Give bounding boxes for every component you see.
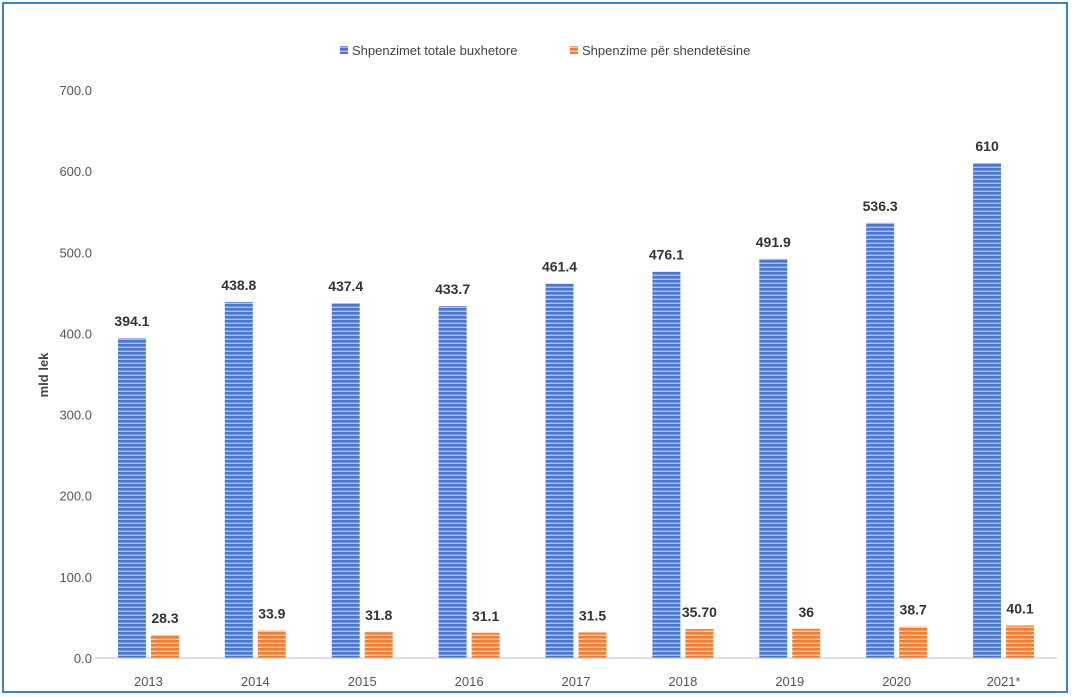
bar-total <box>652 271 681 658</box>
legend-swatch-health <box>570 46 578 54</box>
y-tick-label: 700.0 <box>59 83 92 98</box>
data-label: 31.1 <box>472 608 499 624</box>
y-tick-label: 100.0 <box>59 570 92 585</box>
y-tick-label: 0.0 <box>74 651 92 666</box>
y-axis-label: mld lek <box>36 352 51 398</box>
data-label: 38.7 <box>900 602 927 618</box>
data-label: 491.9 <box>756 234 791 250</box>
x-tick-label: 2017 <box>562 674 591 689</box>
bar-health <box>150 635 179 658</box>
data-labels: 394.1 28.3 438.8 33.9 437.4 31.8 433.7 31.1 461.… <box>114 138 1033 626</box>
x-tick-label: 2016 <box>455 674 484 689</box>
x-tick-label: 2014 <box>241 674 270 689</box>
data-label: 476.1 <box>649 247 684 263</box>
bar-total <box>545 283 574 658</box>
y-tick-label: 600.0 <box>59 164 92 179</box>
bar-health <box>471 632 500 658</box>
data-label: 461.4 <box>542 259 577 275</box>
data-label: 40.1 <box>1006 600 1033 616</box>
data-label: 28.3 <box>151 610 178 626</box>
data-label: 438.8 <box>221 277 256 293</box>
bar-health <box>685 629 714 658</box>
y-tick-label: 200.0 <box>59 489 92 504</box>
bar-total <box>973 163 1002 658</box>
legend-label-total: Shpenzimet totale buxhetore <box>352 43 518 58</box>
y-axis-ticks: 0.0 100.0 200.0 300.0 400.0 500.0 600.0 700.0 <box>59 83 92 666</box>
legend: Shpenzimet totale buxhetore Shpenzime pë… <box>340 43 750 58</box>
x-tick-label: 2013 <box>134 674 163 689</box>
x-axis-ticks: 2013 2014 2015 2016 2017 2018 2019 2020 2021* <box>134 674 1021 689</box>
data-label: 31.8 <box>365 607 392 623</box>
legend-label-health: Shpenzime për shendetësine <box>582 43 750 58</box>
bar-health <box>257 630 286 658</box>
x-tick-label: 2015 <box>348 674 377 689</box>
y-tick-label: 400.0 <box>59 326 92 341</box>
bar-health <box>792 628 821 658</box>
data-label: 536.3 <box>863 198 898 214</box>
data-label: 33.9 <box>258 605 285 621</box>
bar-total <box>866 222 895 658</box>
y-tick-label: 300.0 <box>59 408 92 423</box>
bar-health <box>1006 625 1035 658</box>
data-label: 31.5 <box>579 607 606 623</box>
data-label: 610 <box>975 138 999 154</box>
data-label: 433.7 <box>435 281 470 297</box>
x-tick-label: 2018 <box>668 674 697 689</box>
bar-health <box>578 632 607 658</box>
bar-total <box>759 258 788 658</box>
bar-health <box>364 632 393 658</box>
data-label: 36 <box>798 604 814 620</box>
y-tick-label: 500.0 <box>59 245 92 260</box>
legend-swatch-total <box>340 46 348 54</box>
bar-total <box>117 338 146 658</box>
bar-health <box>899 626 928 658</box>
x-tick-label: 2019 <box>775 674 804 689</box>
x-tick-label: 2021* <box>987 674 1021 689</box>
x-tick-label: 2020 <box>882 674 911 689</box>
bars <box>117 163 1035 658</box>
bar-total <box>331 303 360 658</box>
data-label: 437.4 <box>328 278 363 294</box>
bar-total <box>224 301 253 658</box>
data-label: 394.1 <box>114 313 149 329</box>
data-label: 35.70 <box>682 604 717 620</box>
bar-total <box>438 306 467 658</box>
